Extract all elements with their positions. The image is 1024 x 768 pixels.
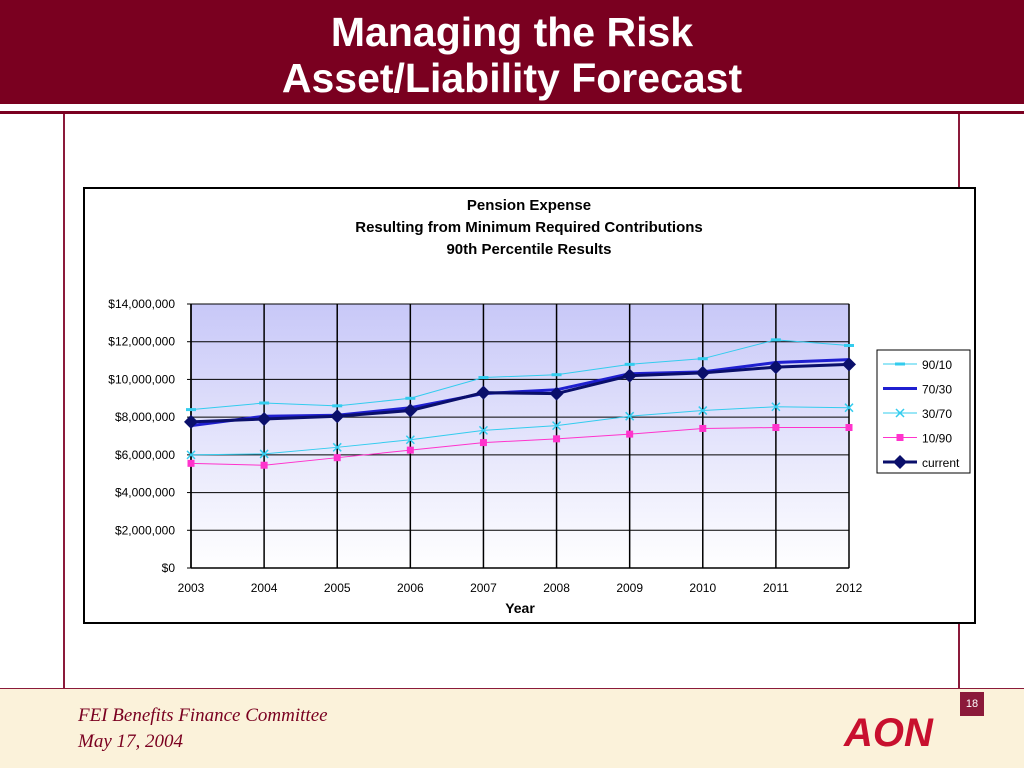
- y-tick-label: $4,000,000: [115, 486, 175, 500]
- plot-area: [190, 303, 850, 569]
- data-point-10-90: [845, 424, 853, 432]
- data-point-30-70: [405, 435, 415, 445]
- legend-label-30-70: 30/70: [922, 407, 952, 421]
- title-bar: [0, 0, 1024, 104]
- data-point-30-70: [259, 449, 269, 459]
- data-point-30-70: [625, 411, 635, 421]
- data-point-30-70: [698, 406, 708, 416]
- x-tick-label: 2012: [836, 581, 863, 595]
- x-tick-label: 2006: [397, 581, 424, 595]
- aon-logo: AON: [843, 711, 934, 753]
- data-point-current: [622, 368, 637, 383]
- legend-label-current: current: [922, 456, 960, 470]
- data-point-10-90: [553, 435, 561, 443]
- data-point-current: [768, 360, 783, 375]
- data-point-30-70: [552, 421, 562, 431]
- chart-title-line: Pension Expense: [467, 197, 591, 214]
- data-point-current: [476, 385, 491, 400]
- footer-date-text: May 17, 2004: [78, 731, 184, 752]
- legend-box: [876, 349, 971, 474]
- data-point-current: [403, 403, 418, 418]
- series-line-10-90: [190, 427, 849, 466]
- data-point-current: [842, 357, 856, 372]
- x-tick-label: 2003: [178, 581, 205, 595]
- legend-marker-current: [893, 455, 907, 469]
- data-point-current: [330, 409, 345, 424]
- x-tick-label: 2005: [324, 581, 351, 595]
- legend-label-10-90: 10/90: [922, 432, 952, 446]
- chart-title-line: 90th Percentile Results: [446, 241, 611, 258]
- x-axis-label: Year: [505, 600, 535, 616]
- y-tick-label: $14,000,000: [108, 297, 175, 311]
- x-tick-label: 2004: [251, 581, 278, 595]
- title-bar-rule: [0, 111, 1024, 114]
- series-line-90-10: [190, 339, 850, 411]
- y-tick-label: $2,000,000: [115, 523, 175, 537]
- data-point-10-90: [260, 461, 268, 469]
- data-point-30-70: [186, 450, 196, 460]
- legend-label-90-10: 90/10: [922, 358, 952, 372]
- legend-marker-30-70: [895, 408, 905, 418]
- data-point-30-70: [478, 425, 488, 435]
- chart-frame: Pension Expense Resulting from Minimum Re…: [83, 187, 976, 624]
- data-point-10-90: [772, 424, 780, 432]
- page-number-badge: 18: [960, 692, 984, 716]
- data-point-10-90: [187, 459, 195, 467]
- slide-title-line2: Asset/Liability Forecast: [281, 55, 743, 101]
- logo-wordmark: AON: [843, 711, 934, 753]
- footer-committee-text: FEI Benefits Finance Committee: [78, 705, 328, 726]
- legend-marker-10-90: [896, 434, 904, 441]
- data-point-10-90: [479, 439, 487, 447]
- series-line-30-70: [190, 406, 850, 456]
- data-point-current: [257, 412, 272, 427]
- data-point-10-90: [333, 454, 341, 462]
- y-tick-label: $0: [162, 561, 176, 575]
- y-tick-label: $10,000,000: [108, 372, 175, 386]
- x-tick-label: 2008: [543, 581, 570, 595]
- x-tick-label: 2011: [763, 581, 789, 595]
- data-point-10-90: [406, 446, 414, 454]
- data-point-current: [695, 365, 710, 380]
- y-tick-label: $6,000,000: [115, 448, 175, 462]
- x-tick-label: 2010: [689, 581, 716, 595]
- y-tick-label: $12,000,000: [108, 335, 175, 349]
- data-point-10-90: [626, 430, 634, 438]
- data-point-30-70: [844, 403, 854, 413]
- x-tick-label: 2007: [470, 581, 497, 595]
- data-point-current: [184, 414, 198, 429]
- data-point-10-90: [699, 424, 707, 432]
- data-point-30-70: [771, 402, 781, 412]
- footer-band: [0, 689, 1024, 768]
- left-border-line: [63, 114, 65, 768]
- data-point-30-70: [332, 442, 342, 452]
- legend-label-70-30: 70/30: [922, 383, 952, 397]
- data-point-current: [549, 386, 564, 401]
- x-tick-label: 2009: [616, 581, 643, 595]
- title-bar-separator: [0, 104, 1024, 114]
- pension-expense-chart: Pension Expense Resulting from Minimum Re…: [108, 197, 971, 616]
- series-line-current: [190, 362, 850, 424]
- y-tick-label: $8,000,000: [115, 410, 175, 424]
- slide-title-line1: Managing the Risk: [330, 9, 694, 55]
- chart-title-line: Resulting from Minimum Required Contribu…: [355, 219, 703, 236]
